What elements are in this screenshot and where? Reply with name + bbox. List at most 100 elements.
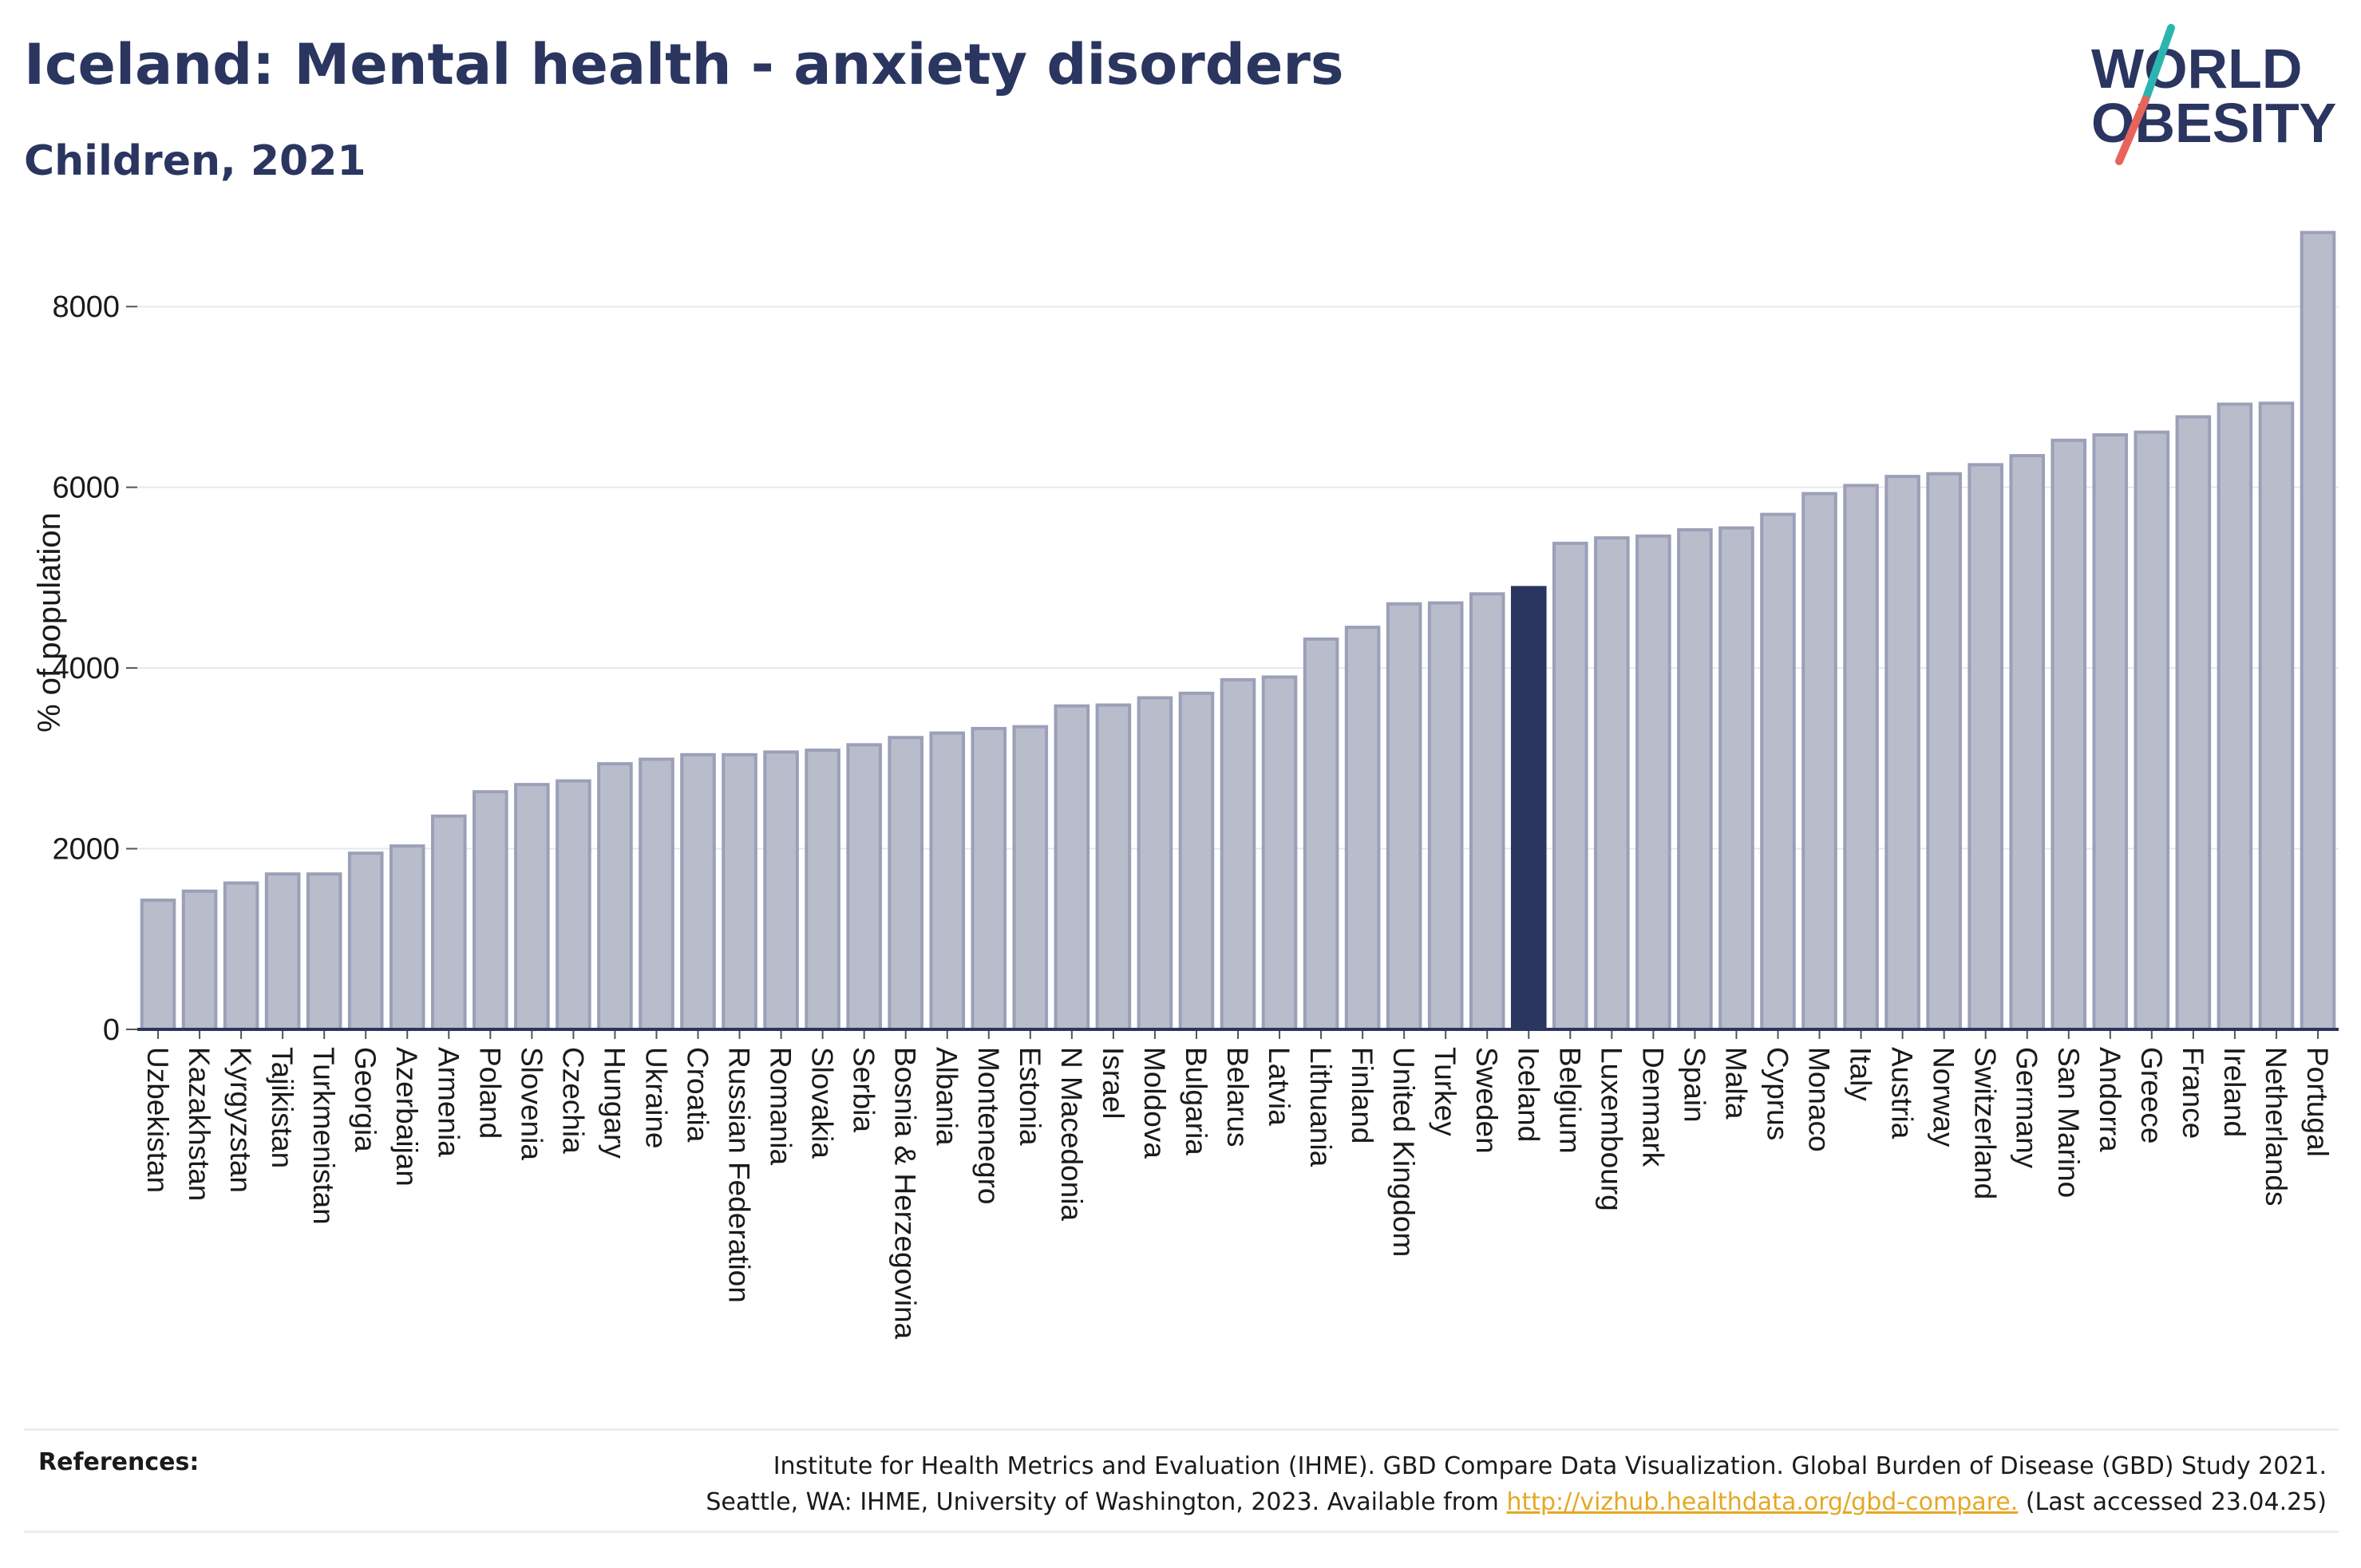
x-tick-label: Serbia (848, 1047, 880, 1132)
bar-tajikistan (264, 872, 301, 1032)
x-tick-label: Iceland (1512, 1047, 1544, 1142)
bar-norway (1926, 472, 1962, 1031)
x-tick-label: Denmark (1636, 1047, 1669, 1167)
x-tick-label: France (2177, 1047, 2209, 1139)
x-tick-label: Tajikistan (266, 1047, 299, 1168)
bar-lithuania (1303, 637, 1339, 1031)
x-tick-label: Russian Federation (723, 1047, 756, 1303)
logo-slash-bottom (2115, 96, 2149, 165)
bar-netherlands (2258, 401, 2295, 1031)
references-label: References: (38, 1448, 200, 1476)
references-text: Institute for Health Metrics and Evaluat… (706, 1448, 2327, 1520)
bar-kazakhstan (181, 889, 218, 1032)
x-tick-label: Netherlands (2260, 1047, 2292, 1207)
bar-turkmenistan (306, 872, 342, 1032)
x-tick-label: Ireland (2218, 1047, 2251, 1137)
bar-kyrgyzstan (223, 881, 259, 1031)
logo-line1: WORLD (2091, 38, 2302, 100)
bar-moldova (1137, 696, 1173, 1031)
world-obesity-logo: WORLD OBESITY (2091, 24, 2336, 165)
axes: 0 2000 4000 6000 8000 Uzbekistan Kazakhstan Kyr… (52, 290, 2339, 1340)
bar-bulgaria (1178, 691, 1215, 1032)
x-tick-label: Kyrgyzstan (224, 1047, 257, 1193)
bar-latvia (1261, 675, 1298, 1032)
bar-denmark (1635, 534, 1671, 1031)
x-tick-label: Germany (2011, 1047, 2043, 1169)
x-tick-label: Albania (931, 1047, 963, 1146)
x-tick-label: N Macedonia (1055, 1047, 1088, 1221)
bar-serbia (846, 743, 882, 1031)
bar-belgium (1552, 541, 1588, 1031)
x-tick-label: Armenia (432, 1047, 465, 1157)
references-line2-prefix: Seattle, WA: IHME, University of Washing… (706, 1488, 1507, 1516)
x-tick-label: Spain (1678, 1047, 1710, 1123)
bar-turkey (1427, 601, 1464, 1031)
x-tick-label: Turkmenistan (307, 1047, 340, 1225)
bar-sweden (1469, 592, 1505, 1031)
bar-ukraine (639, 757, 674, 1032)
x-tick-label: Malta (1719, 1047, 1752, 1120)
references-link[interactable]: http://vizhub.healthdata.org/gbd-compare… (1506, 1488, 2019, 1516)
bar-israel (1095, 703, 1132, 1031)
y-axis-label: % of population (32, 512, 67, 733)
bar-azerbaijan (389, 844, 425, 1032)
references-line2: Seattle, WA: IHME, University of Washing… (706, 1484, 2327, 1520)
x-tick-label: Azerbaijan (390, 1047, 423, 1187)
bar-croatia (680, 752, 716, 1031)
bar-poland (473, 790, 508, 1032)
x-tick-label: Finland (1346, 1047, 1378, 1143)
x-tick-label: Belarus (1221, 1047, 1254, 1147)
bars (140, 231, 2336, 1032)
x-tick-label: Czechia (556, 1047, 589, 1154)
x-tick-label: Slovakia (806, 1047, 839, 1159)
bar-finland (1344, 626, 1381, 1032)
x-tick-label: Switzerland (1969, 1047, 2002, 1199)
bar-portugal (2300, 231, 2336, 1031)
x-tick-label: Poland (473, 1047, 506, 1139)
bar-greece (2134, 430, 2170, 1031)
x-tick-label: Bosnia & Herzegovina (889, 1047, 922, 1340)
bar-chart: 0 2000 4000 6000 8000 Uzbekistan Kazakhstan Kyr… (32, 231, 2339, 1340)
x-tick-label: Austria (1886, 1047, 1919, 1139)
x-tick-label: Ukraine (639, 1047, 672, 1149)
x-tick-label: Uzbekistan (141, 1047, 174, 1193)
references-line2-suffix: (Last accessed 23.04.25) (2018, 1488, 2327, 1516)
x-tick-label: Andorra (2094, 1047, 2126, 1152)
logo-slash-top (2142, 24, 2175, 104)
bar-andorra (2092, 432, 2129, 1031)
x-tick-label: Luxembourg (1595, 1047, 1627, 1211)
page-title: Iceland: Mental health - anxiety disorde… (24, 32, 1344, 97)
references-line1: Institute for Health Metrics and Evaluat… (773, 1452, 2327, 1480)
x-tick-label: Croatia (682, 1047, 714, 1143)
bar-france (2175, 415, 2212, 1031)
x-tick-label: Belgium (1553, 1047, 1586, 1154)
bar-ireland (2217, 402, 2253, 1032)
bar-united-kingdom (1386, 602, 1422, 1031)
bar-italy (1843, 484, 1879, 1031)
x-tick-label: Estonia (1014, 1047, 1046, 1146)
x-tick-label: Italy (1845, 1047, 1877, 1101)
x-tick-label: Lithuania (1304, 1047, 1337, 1167)
x-tick-label: Romania (765, 1047, 797, 1165)
y-tick-label: 2000 (52, 833, 120, 867)
bar-russian-federation (722, 752, 757, 1031)
bar-czechia (556, 779, 591, 1032)
x-tick-label: Montenegro (972, 1047, 1005, 1204)
x-tick-label: Greece (2135, 1047, 2168, 1143)
x-tick-label: Latvia (1263, 1047, 1295, 1126)
bar-hungary (597, 762, 633, 1031)
bar-austria (1884, 475, 1920, 1031)
bar-montenegro (971, 726, 1007, 1031)
bar-luxembourg (1594, 536, 1630, 1031)
bar-bosnia-herzegovina (888, 736, 923, 1031)
x-tick-label: Moldova (1138, 1047, 1171, 1159)
x-tick-label: Sweden (1470, 1047, 1503, 1154)
x-tick-label: Turkey (1429, 1047, 1461, 1136)
y-tick-label: 8000 (52, 290, 120, 324)
bar-estonia (1012, 725, 1049, 1031)
x-tick-label: Kazakhstan (183, 1047, 216, 1201)
x-tick-label: Portugal (2301, 1047, 2334, 1157)
bar-slovenia (514, 783, 550, 1031)
x-tick-label: Israel (1097, 1047, 1129, 1119)
bar-iceland (1510, 586, 1547, 1031)
